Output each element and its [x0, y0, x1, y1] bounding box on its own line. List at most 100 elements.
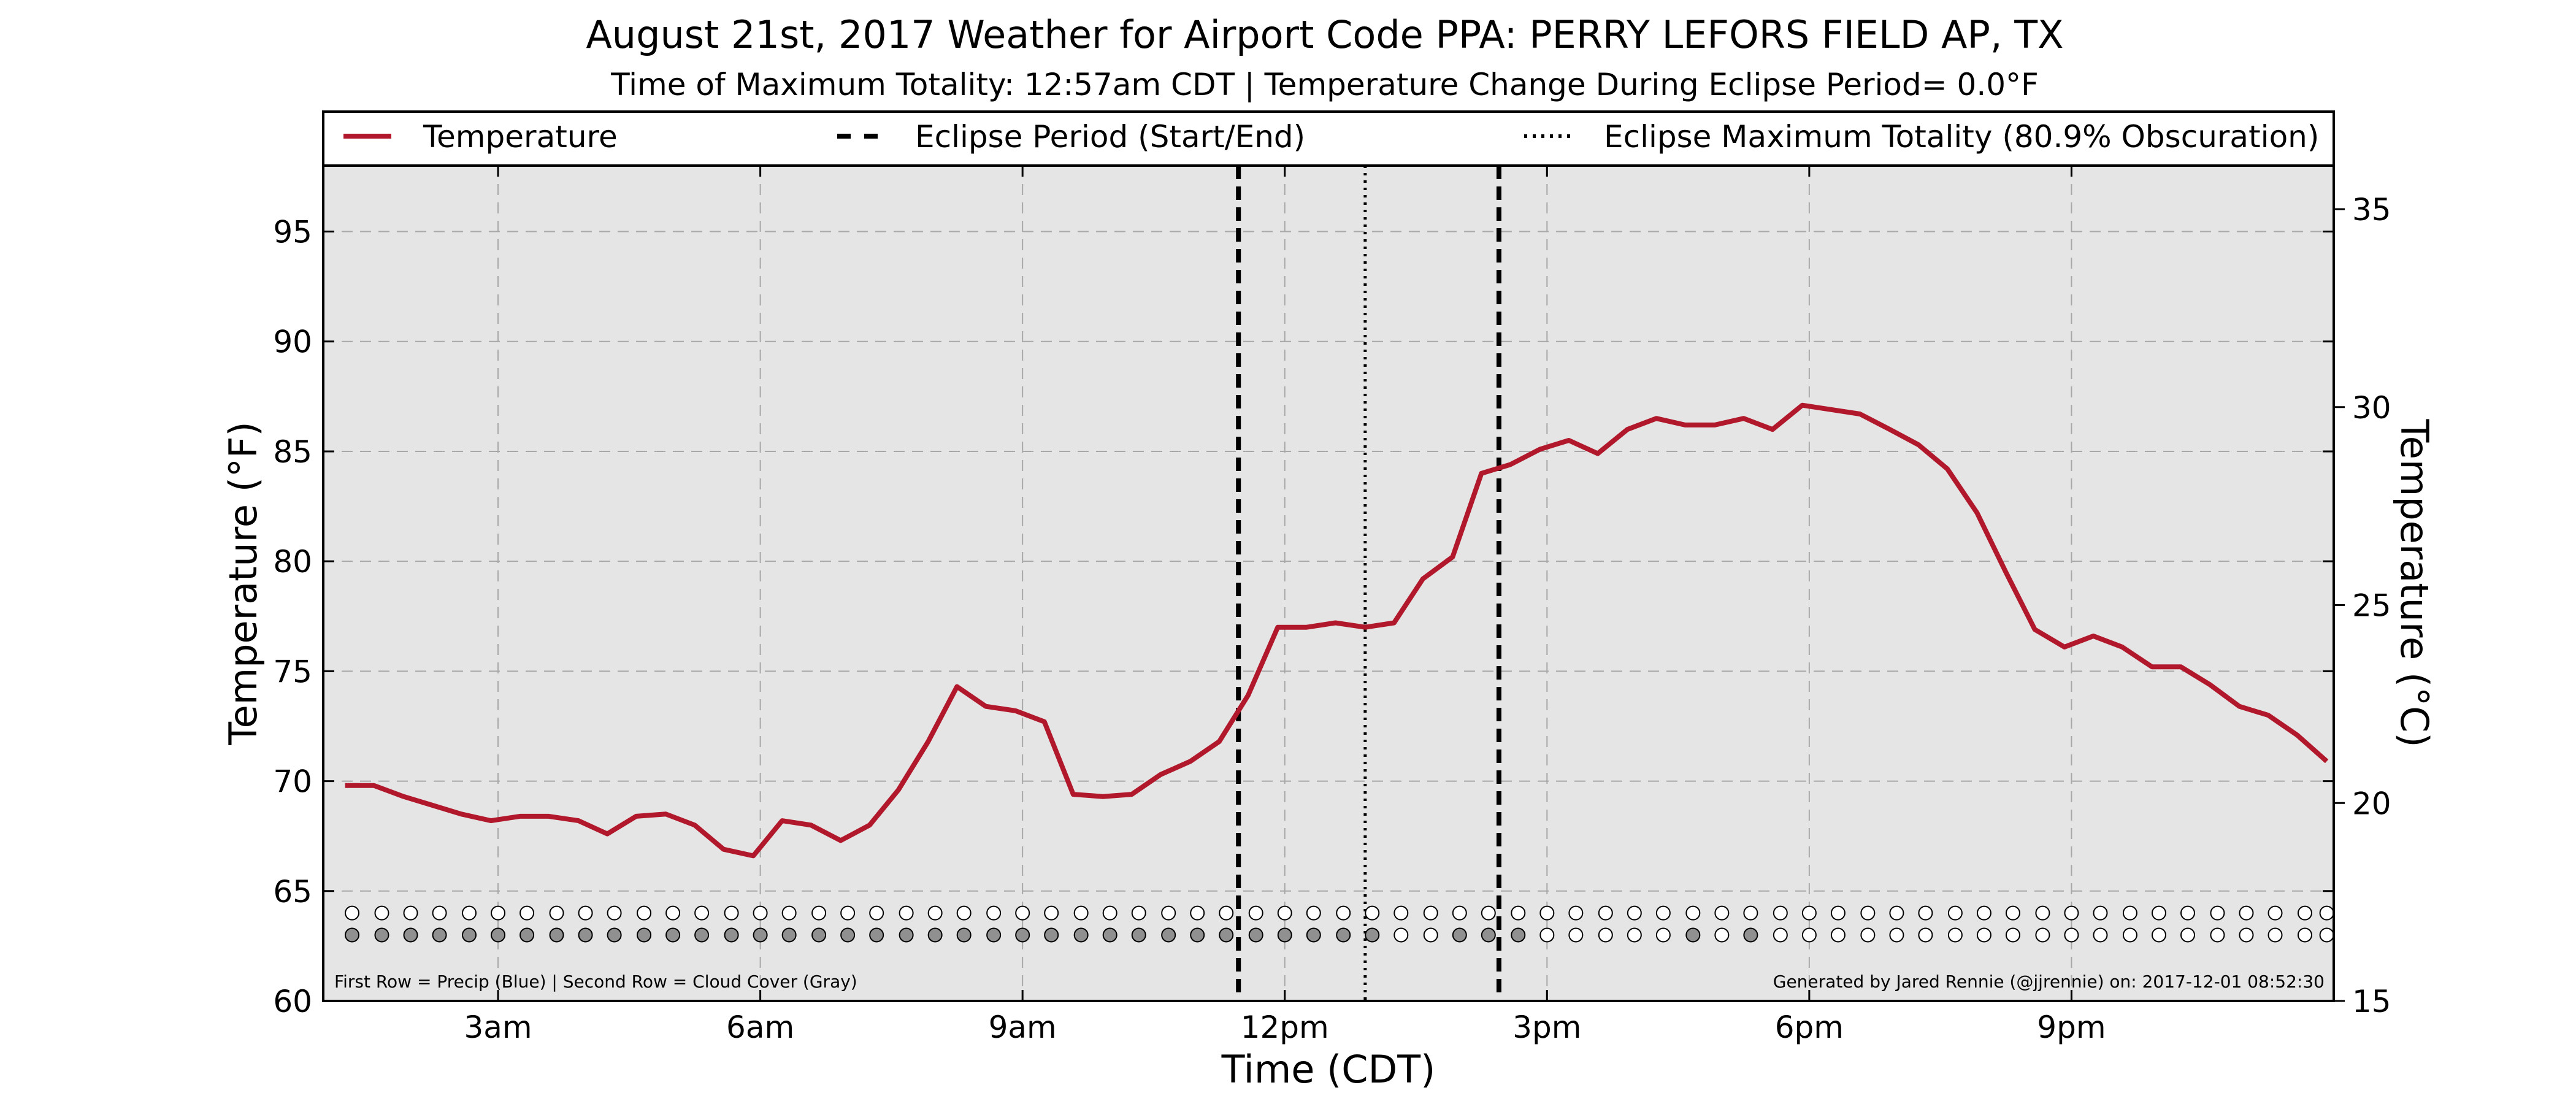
cloud-cover-dot — [2035, 927, 2050, 943]
cloud-cover-dot — [549, 927, 564, 943]
precip-dot — [2122, 905, 2137, 921]
x-tick-label: 6pm — [1775, 1010, 1844, 1045]
precip-dot — [2093, 905, 2108, 921]
precip-dot — [1044, 905, 1059, 921]
chart-title: August 21st, 2017 Weather for Airport Co… — [586, 12, 2063, 57]
precip-dot — [1743, 905, 1758, 921]
precip-dot — [840, 905, 856, 921]
cloud-cover-dot — [1393, 927, 1409, 943]
cloud-cover-dot — [2180, 927, 2195, 943]
cloud-cover-dot — [665, 927, 681, 943]
cloud-cover-dot — [491, 927, 506, 943]
precip-dot — [1539, 905, 1555, 921]
precip-dot — [956, 905, 972, 921]
cloud-cover-dot — [986, 927, 1002, 943]
cloud-cover-dot — [2151, 927, 2166, 943]
y-tick-label-right: 20 — [2352, 786, 2391, 821]
y-tick-label-right: 35 — [2352, 192, 2391, 228]
cloud-cover-dot — [1685, 927, 1701, 943]
precip-dot — [753, 905, 768, 921]
precip-dot — [432, 905, 447, 921]
precip-dot — [1918, 905, 1933, 921]
precip-dot — [549, 905, 564, 921]
y-tick-label-left: 95 — [273, 215, 312, 250]
precip-dot — [1568, 905, 1584, 921]
precip-dot — [1860, 905, 1876, 921]
cloud-cover-dot — [2319, 927, 2334, 943]
precip-dot — [1161, 905, 1176, 921]
precip-dot — [2319, 905, 2334, 921]
precip-dot — [1655, 905, 1671, 921]
y-axis-title-left: Temperature (°F) — [221, 421, 266, 745]
cloud-cover-dot — [2122, 927, 2137, 943]
cloud-cover-dot — [1830, 927, 1846, 943]
precip-dot — [1511, 905, 1526, 921]
cloud-cover-dot — [1860, 927, 1876, 943]
precip-dot — [1306, 905, 1321, 921]
cloud-cover-dot — [1248, 927, 1263, 943]
y-tick-label-left: 80 — [273, 544, 312, 580]
cloud-cover-dot — [2297, 927, 2312, 943]
precip-dot — [2035, 905, 2050, 921]
cloud-cover-dot — [1918, 927, 1933, 943]
cloud-cover-dot — [1336, 927, 1351, 943]
cloud-cover-dot — [1044, 927, 1059, 943]
cloud-cover-dot — [462, 927, 477, 943]
x-tick-label: 6am — [726, 1010, 794, 1045]
cloud-cover-dot — [956, 927, 972, 943]
precip-dot — [2151, 905, 2166, 921]
cloud-cover-dot — [1889, 927, 1904, 943]
y-tick-label-left: 65 — [273, 874, 312, 910]
precip-dot — [2180, 905, 2195, 921]
precip-dot — [724, 905, 739, 921]
y-tick-label-left: 70 — [273, 764, 312, 800]
precip-dot — [1219, 905, 1234, 921]
y-tick-label-right: 30 — [2352, 390, 2391, 426]
precip-dot — [811, 905, 827, 921]
cloud-cover-dot — [1131, 927, 1146, 943]
cloud-cover-dot — [1743, 927, 1758, 943]
cloud-cover-dot — [1627, 927, 1642, 943]
cloud-cover-dot — [1655, 927, 1671, 943]
cloud-cover-dot — [345, 927, 360, 943]
cloud-cover-dot — [1976, 927, 1991, 943]
y-axis-left: 60 65 70 75 80 85 90 95 — [273, 215, 2334, 1019]
cloud-cover-dot — [840, 927, 856, 943]
precip-dot — [578, 905, 593, 921]
legend: Temperature Eclipse Period (Start/End) E… — [322, 110, 2335, 167]
cloud-cover-dot — [869, 927, 884, 943]
cloud-cover-dot — [811, 927, 827, 943]
y-tick-label-right: 25 — [2352, 588, 2391, 624]
cloud-cover-dot — [899, 927, 914, 943]
cloud-cover-dot — [637, 927, 652, 943]
eclipse-lines — [1236, 166, 1501, 1001]
cloud-cover-dot — [1511, 927, 1526, 943]
cloud-cover-dot — [1539, 927, 1555, 943]
x-tick-label: 9am — [989, 1010, 1057, 1045]
precip-dot — [1685, 905, 1701, 921]
precip-dot — [927, 905, 943, 921]
cloud-cover-dot — [1102, 927, 1117, 943]
legend-label-eclipse-period: Eclipse Period (Start/End) — [915, 119, 1305, 155]
precip-dot — [1830, 905, 1846, 921]
precip-dot — [2239, 905, 2254, 921]
legend-box — [322, 110, 2335, 167]
cloud-cover-dot — [753, 927, 768, 943]
chart-subtitle: Time of Maximum Totality: 12:57am CDT | … — [610, 67, 2039, 102]
y-tick-label-right: 15 — [2352, 984, 2391, 1019]
cloud-cover-dot — [927, 927, 943, 943]
cloud-cover-dot — [2210, 927, 2225, 943]
precip-dot — [1452, 905, 1467, 921]
precip-dot — [2005, 905, 2020, 921]
cloud-cover-dot — [2093, 927, 2108, 943]
precip-dot — [1248, 905, 1263, 921]
y-axis-right: 15 20 25 30 35 — [2334, 192, 2391, 1019]
x-tick-label: 3pm — [1512, 1010, 1581, 1045]
precip-dot — [1423, 905, 1438, 921]
x-axis-title: Time (CDT) — [1221, 1047, 1436, 1092]
cloud-cover-dot — [781, 927, 797, 943]
cloud-cover-dot — [1568, 927, 1584, 943]
cloud-cover-dot — [1365, 927, 1380, 943]
precip-dot — [1365, 905, 1380, 921]
precip-dot — [1889, 905, 1904, 921]
